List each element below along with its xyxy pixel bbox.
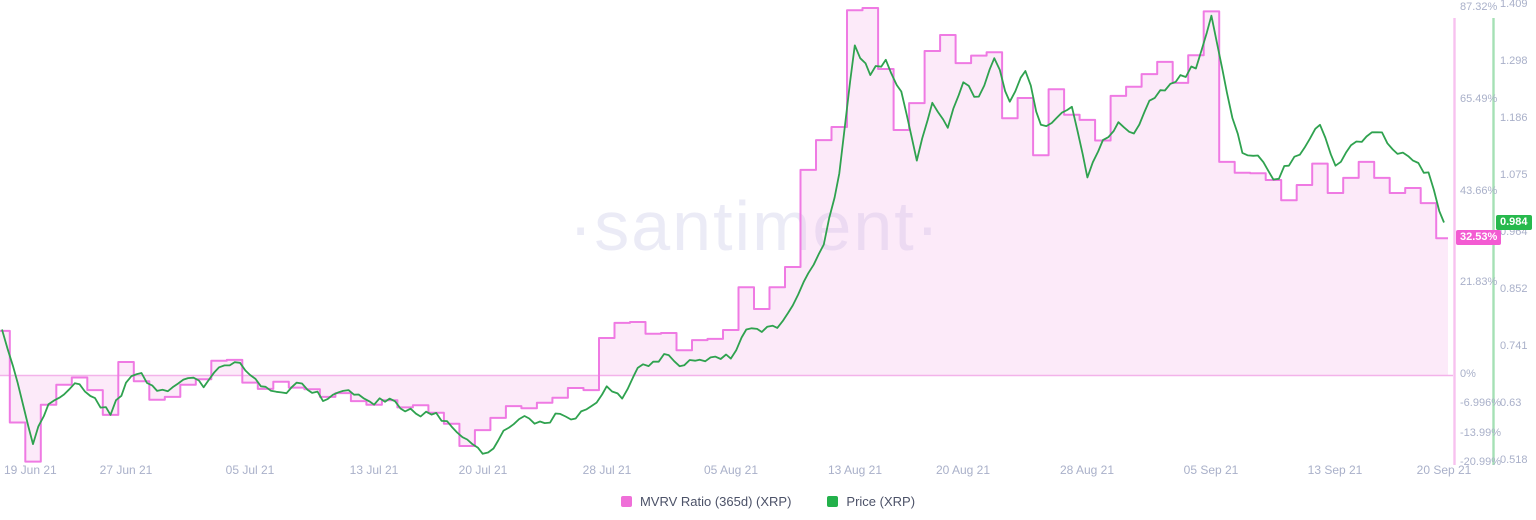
mvrv-area-fill bbox=[0, 8, 1448, 462]
date-tick-label: 13 Jul 21 bbox=[349, 463, 399, 477]
legend: MVRV Ratio (365d) (XRP) Price (XRP) bbox=[0, 491, 1536, 511]
price-tick-label: 1.409 bbox=[1500, 0, 1528, 10]
legend-label-price: Price (XRP) bbox=[846, 493, 916, 509]
date-tick-label: 27 Jun 21 bbox=[99, 463, 153, 477]
price-tick-label: 0.518 bbox=[1500, 454, 1528, 466]
date-tick-label: 05 Aug 21 bbox=[703, 463, 759, 477]
pct-tick-label: 65.49% bbox=[1460, 93, 1498, 105]
date-tick-label: 13 Sep 21 bbox=[1307, 463, 1363, 477]
price-tick-label: 0.63 bbox=[1500, 397, 1522, 409]
legend-item-mvrv[interactable]: MVRV Ratio (365d) (XRP) bbox=[620, 493, 792, 509]
date-tick-label: 28 Jul 21 bbox=[582, 463, 632, 477]
legend-item-price[interactable]: Price (XRP) bbox=[827, 494, 915, 509]
pct-tick-label: 0% bbox=[1460, 368, 1476, 380]
date-tick-label: 13 Aug 21 bbox=[827, 463, 883, 477]
price-legend-swatch-icon bbox=[827, 495, 839, 507]
price-tick-label: 0.852 bbox=[1500, 283, 1528, 295]
price-tick-label: 0.741 bbox=[1500, 340, 1528, 352]
date-tick-label: 20 Aug 21 bbox=[935, 463, 991, 477]
price-tick-label: 1.075 bbox=[1500, 169, 1528, 181]
pct-tick-label: 87.32% bbox=[1460, 1, 1498, 13]
pct-tick-label: 21.83% bbox=[1460, 276, 1498, 288]
mvrv-step-line bbox=[0, 7, 1448, 463]
pct-tick-label: -6.996% bbox=[1460, 397, 1501, 409]
date-tick-label: 05 Sep 21 bbox=[1183, 463, 1239, 477]
pct-tick-label: 43.66% bbox=[1460, 185, 1498, 197]
date-tick-label: 20 Sep 21 bbox=[1416, 463, 1472, 477]
date-tick-label: 19 Jun 21 bbox=[4, 463, 57, 477]
pct-tick-label: -13.99% bbox=[1460, 427, 1501, 439]
date-tick-label: 28 Aug 21 bbox=[1059, 463, 1115, 477]
date-tick-label: 20 Jul 21 bbox=[458, 463, 508, 477]
mvrv-current-value-badge: 32.53% bbox=[1456, 230, 1502, 245]
price-tick-label: 1.186 bbox=[1500, 112, 1528, 124]
pct-tick-label: -20.99% bbox=[1460, 456, 1501, 468]
mvrv-legend-swatch-icon bbox=[620, 495, 632, 507]
legend-label-mvrv: MVRV Ratio (365d) (XRP) bbox=[639, 493, 792, 509]
price-tick-label: 1.298 bbox=[1500, 55, 1528, 67]
date-tick-label: 05 Jul 21 bbox=[225, 463, 275, 477]
price-line bbox=[1, 14, 1445, 455]
price-current-value-badge: 0.984 bbox=[1496, 215, 1532, 230]
